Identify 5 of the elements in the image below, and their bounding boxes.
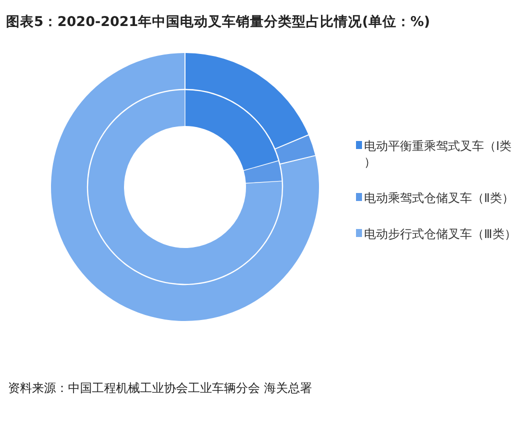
chart-title: 图表5：2020-2021年中国电动叉车销量分类型占比情况(单位：%) xyxy=(6,13,430,30)
text: 资料来源：中国工程机械工业协会工业车辆分会 海关总署 xyxy=(8,381,312,395)
legend-label: 电动步行式仓储叉车（Ⅲ类） xyxy=(364,227,516,241)
legend-label: 电动平衡重乘驾式叉车（Ⅰ类） xyxy=(364,139,512,169)
legend-label: 电动乘驾式仓储叉车（Ⅱ类） xyxy=(364,191,514,205)
